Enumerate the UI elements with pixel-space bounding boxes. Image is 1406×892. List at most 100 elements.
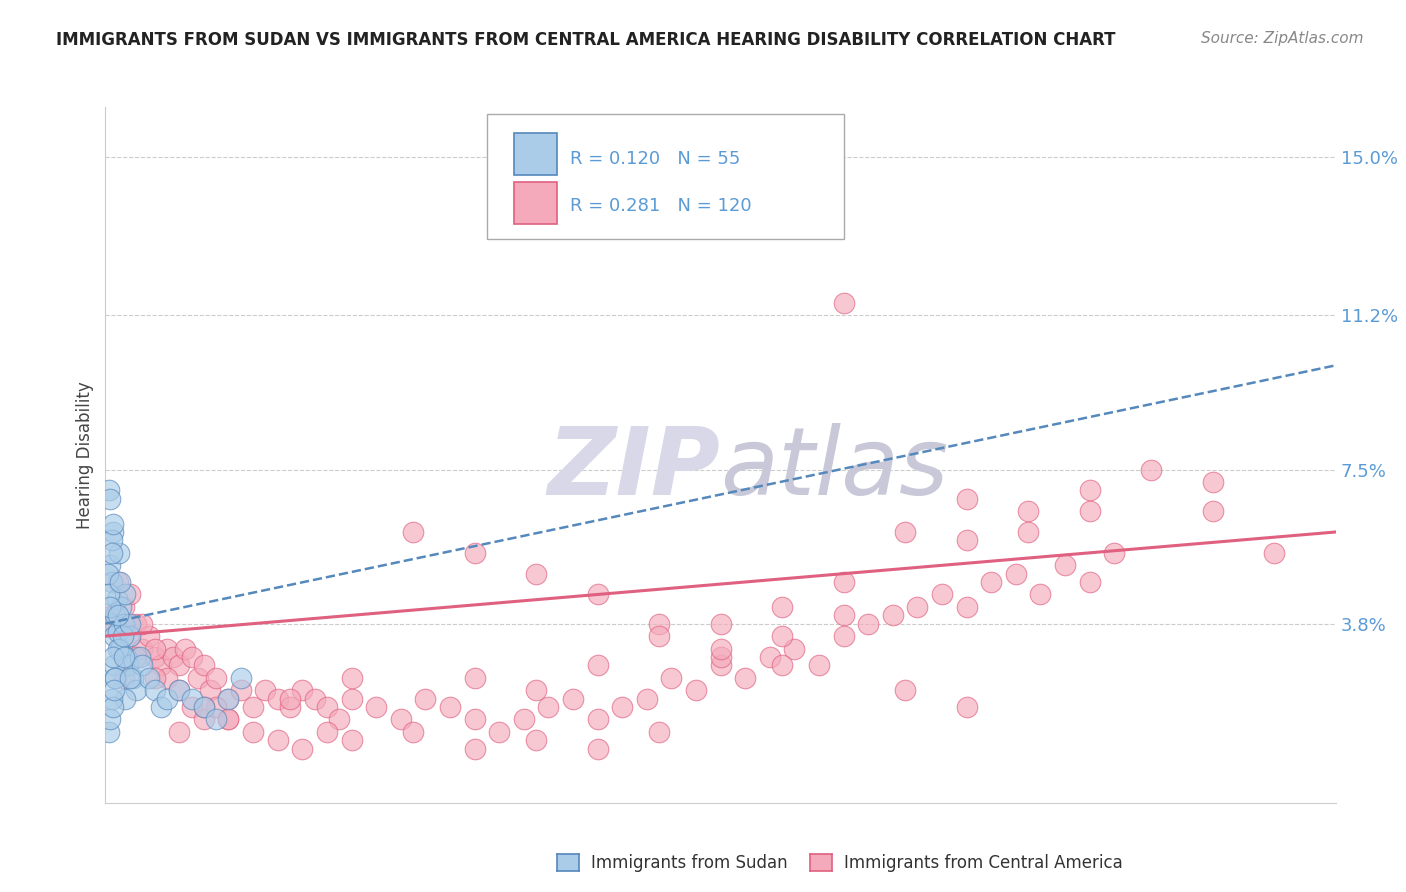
Point — [229, 671, 252, 685]
Text: Source: ZipAtlas.com: Source: ZipAtlas.com — [1201, 31, 1364, 46]
Point — [198, 683, 221, 698]
Point — [956, 533, 979, 548]
Point — [218, 691, 240, 706]
Point — [101, 516, 124, 531]
Point — [586, 658, 609, 673]
Point — [98, 587, 121, 601]
Point — [143, 650, 166, 665]
Point — [156, 671, 179, 685]
Point — [389, 713, 412, 727]
Point — [586, 713, 609, 727]
Point — [783, 641, 806, 656]
Point — [464, 546, 486, 560]
Point — [229, 683, 252, 698]
Point — [180, 650, 202, 665]
Point — [402, 524, 425, 539]
Point — [143, 683, 166, 698]
Text: R = 0.281   N = 120: R = 0.281 N = 120 — [571, 197, 752, 215]
Point — [193, 713, 215, 727]
Point — [315, 700, 337, 714]
Point — [180, 691, 202, 706]
Point — [162, 650, 184, 665]
Point — [205, 713, 228, 727]
Point — [108, 546, 131, 560]
Point — [156, 641, 179, 656]
Point — [832, 574, 855, 589]
Point — [524, 683, 547, 698]
Point — [1004, 566, 1026, 581]
Point — [107, 608, 129, 623]
Point — [121, 671, 143, 685]
Point — [103, 658, 125, 673]
Point — [143, 671, 166, 685]
Point — [98, 713, 122, 727]
Point — [770, 658, 793, 673]
Point — [101, 524, 124, 539]
Point — [98, 725, 121, 739]
Y-axis label: Hearing Disability: Hearing Disability — [76, 381, 94, 529]
Point — [267, 733, 290, 747]
Point — [187, 671, 209, 685]
Point — [832, 608, 855, 623]
Point — [648, 629, 671, 643]
Point — [131, 658, 153, 673]
Point — [586, 587, 609, 601]
Point — [832, 296, 855, 310]
Point — [114, 691, 136, 706]
Point — [267, 691, 290, 706]
Point — [117, 658, 139, 673]
Point — [180, 700, 202, 714]
Point — [340, 733, 363, 747]
Text: ZIP: ZIP — [548, 423, 721, 515]
Point — [464, 741, 486, 756]
Bar — [515, 134, 557, 175]
Point — [110, 641, 132, 656]
Point — [1029, 587, 1052, 601]
Point — [169, 725, 191, 739]
Point — [537, 700, 560, 714]
Point — [104, 608, 127, 623]
Point — [110, 599, 132, 614]
Point — [366, 700, 388, 714]
Point — [661, 671, 683, 685]
Point — [98, 558, 122, 573]
Point — [1102, 546, 1125, 560]
Point — [685, 683, 707, 698]
Point — [125, 616, 148, 631]
Point — [138, 671, 160, 685]
Point — [586, 741, 609, 756]
Point — [956, 491, 979, 506]
Point — [218, 713, 240, 727]
Point — [315, 725, 337, 739]
Point — [1017, 524, 1039, 539]
Point — [648, 616, 671, 631]
Point — [340, 691, 363, 706]
Point — [894, 524, 917, 539]
Point — [1140, 462, 1163, 476]
Point — [114, 587, 136, 601]
Point — [112, 671, 135, 685]
Point — [120, 671, 141, 685]
Point — [402, 725, 425, 739]
Point — [610, 700, 633, 714]
Point — [103, 683, 125, 698]
Point — [278, 691, 301, 706]
Point — [169, 683, 191, 698]
Point — [415, 691, 437, 706]
Text: Immigrants from Sudan: Immigrants from Sudan — [591, 854, 787, 871]
Point — [242, 700, 264, 714]
Point — [169, 683, 191, 698]
Point — [759, 650, 782, 665]
Point — [104, 671, 127, 685]
Point — [734, 671, 756, 685]
Point — [328, 713, 350, 727]
Point — [956, 700, 979, 714]
Point — [882, 608, 904, 623]
Point — [129, 650, 152, 665]
Point — [131, 616, 153, 631]
Point — [464, 671, 486, 685]
Point — [1263, 546, 1285, 560]
Point — [98, 599, 122, 614]
Point — [858, 616, 880, 631]
Point — [120, 616, 141, 631]
